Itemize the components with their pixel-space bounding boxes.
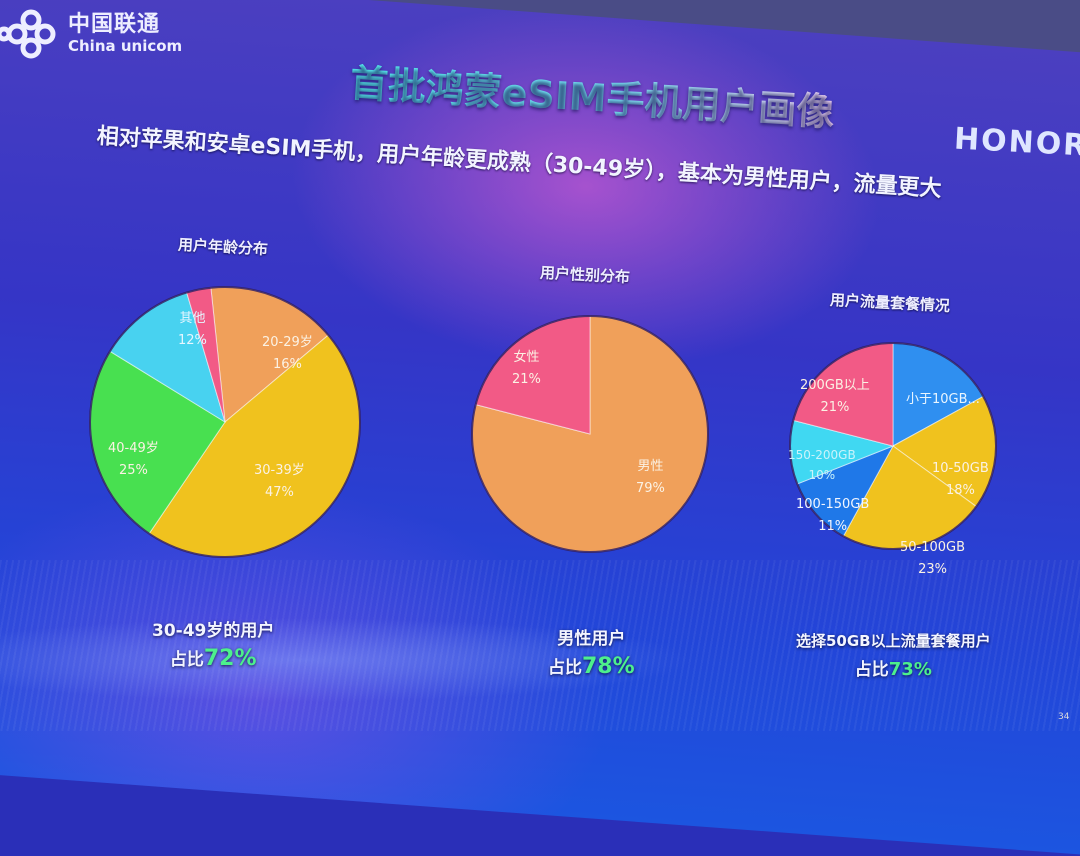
plan-label-under-10gb: 小于10GB... (906, 392, 980, 407)
age-label-other: 其他 12% (178, 311, 207, 349)
gender-label-female: 女性 21% (512, 350, 541, 388)
age-label-30-39: 30-39岁 47% (254, 463, 305, 501)
gender-pie-chart (471, 315, 709, 553)
age-label-20-29: 20-29岁 16% (262, 335, 313, 373)
age-pie-chart (89, 286, 361, 558)
gender-summary-percent: 78% (582, 654, 635, 679)
plan-label-100-150gb: 100-150GB 11% (796, 497, 870, 535)
data-plan-summary-percent: 73% (888, 659, 932, 680)
page-number: 34 (1058, 712, 1070, 722)
gender-label-male: 男性 79% (636, 459, 665, 497)
gender-summary: 男性用户 占比78% (548, 629, 635, 679)
unicom-knot-icon (0, 6, 62, 62)
age-label-40-49: 40-49岁 25% (108, 441, 159, 479)
plan-label-50-100gb: 50-100GB 23% (900, 540, 966, 578)
data-plan-pie-chart (789, 342, 997, 550)
logo-english-text: China unicom (68, 37, 183, 55)
age-summary-percent: 72% (203, 646, 257, 671)
plan-label-200gb-plus: 200GB以上 21% (800, 378, 870, 416)
age-summary: 30-49岁的用户 占比72% (152, 621, 275, 671)
data-plan-summary: 选择50GB以上流量套餐用户 占比73% (796, 632, 991, 680)
plan-label-10-50gb: 10-50GB 18% (932, 461, 989, 499)
honor-logo: HONOR (953, 121, 1080, 164)
china-unicom-logo: 中国联通 China unicom (0, 6, 182, 62)
logo-chinese-text: 中国联通 (68, 12, 161, 37)
plan-label-150-200gb: 150-200GB 10% (788, 448, 856, 483)
